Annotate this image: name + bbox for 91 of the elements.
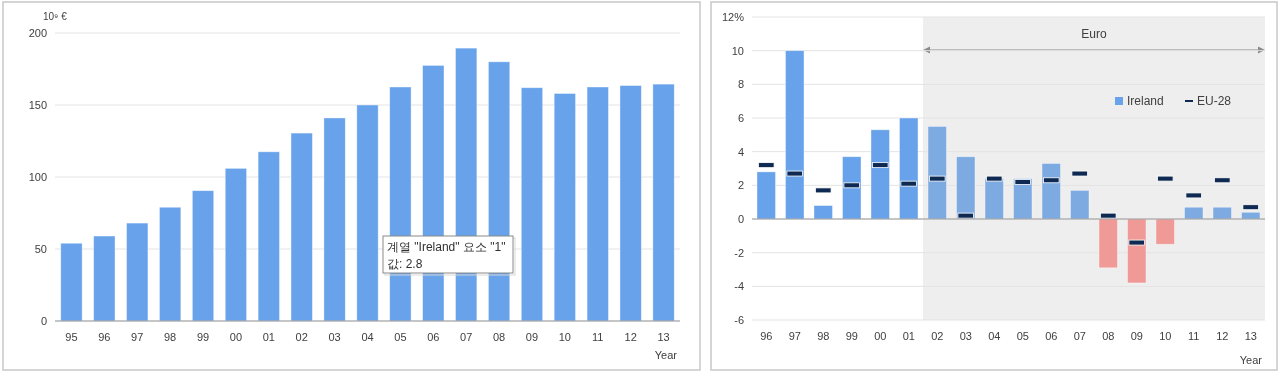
x-tick-label: 09 bbox=[525, 331, 539, 343]
x-tick-label: 04 bbox=[361, 331, 374, 343]
x-tick-label: 13 bbox=[657, 331, 670, 343]
bar bbox=[290, 132, 313, 322]
bar bbox=[813, 205, 833, 220]
legend-label: Ireland bbox=[1127, 94, 1164, 108]
bar bbox=[1041, 163, 1061, 220]
y-tick-label: -4 bbox=[734, 280, 744, 293]
bar bbox=[899, 117, 919, 220]
y-tick-label: 150 bbox=[28, 99, 47, 111]
y-tick-label: 12% bbox=[721, 11, 745, 23]
annotation: 계열 "Ireland" 요소 "1" bbox=[387, 240, 506, 254]
x-tick-label: 96 bbox=[760, 330, 773, 342]
bar bbox=[93, 235, 116, 322]
bar bbox=[1212, 206, 1232, 220]
x-tick-label: 12 bbox=[624, 331, 637, 343]
bar bbox=[553, 93, 576, 322]
x-tick-label: 98 bbox=[817, 330, 830, 342]
bar bbox=[927, 126, 947, 220]
x-tick-label: 04 bbox=[988, 330, 1001, 342]
x-tick-label: 13 bbox=[1244, 330, 1257, 342]
legend-label: EU-28 bbox=[1197, 94, 1232, 108]
x-tick-label: 07 bbox=[1073, 330, 1086, 342]
y-tick-label: 2 bbox=[737, 179, 744, 192]
x-tick-label: 03 bbox=[328, 331, 341, 343]
x-tick-label: 11 bbox=[592, 331, 604, 343]
x-tick-label: 05 bbox=[1016, 330, 1029, 342]
bar bbox=[1098, 218, 1118, 269]
bar bbox=[870, 129, 890, 220]
y-tick-label: 100 bbox=[28, 171, 47, 183]
x-tick-label: 99 bbox=[845, 330, 858, 342]
y-tick-label: 4 bbox=[737, 145, 744, 158]
y-tick-label: -6 bbox=[734, 314, 744, 326]
x-tick-label: 97 bbox=[788, 330, 801, 342]
y-tick-label: -2 bbox=[734, 246, 744, 259]
bar bbox=[984, 178, 1004, 220]
y-tick-label: 8 bbox=[737, 78, 744, 91]
x-tick-label: 98 bbox=[164, 331, 177, 343]
x-tick-label: 00 bbox=[229, 331, 243, 343]
x-tick-label: 96 bbox=[98, 331, 111, 343]
bar bbox=[191, 190, 215, 322]
x-axis-title: Year bbox=[654, 349, 678, 361]
bar bbox=[1070, 189, 1090, 220]
bar bbox=[323, 117, 346, 322]
bar bbox=[224, 167, 248, 322]
x-tick-label: 06 bbox=[1045, 330, 1058, 342]
bar bbox=[1155, 218, 1175, 245]
bar bbox=[756, 171, 776, 220]
x-tick-label: 00 bbox=[874, 330, 887, 342]
x-tick-label: 10 bbox=[558, 331, 571, 343]
bar bbox=[842, 156, 862, 220]
x-tick-label: 05 bbox=[394, 331, 407, 343]
bar bbox=[785, 50, 805, 220]
x-tick-label: 99 bbox=[196, 331, 210, 343]
bar bbox=[586, 86, 609, 322]
x-tick-label: 01 bbox=[262, 331, 275, 343]
bar bbox=[520, 87, 544, 322]
x-tick-label: 11 bbox=[1188, 330, 1200, 342]
x-tick-label: 02 bbox=[931, 330, 944, 342]
x-tick-label: 07 bbox=[460, 331, 473, 343]
x-tick-label: 06 bbox=[427, 331, 440, 343]
x-tick-label: 08 bbox=[1102, 330, 1115, 342]
bar bbox=[652, 83, 675, 322]
y-tick-label: 6 bbox=[737, 112, 744, 124]
x-tick-label: 10 bbox=[1159, 330, 1172, 342]
y-tick-label: 200 bbox=[28, 27, 47, 39]
band-label: Euro bbox=[1081, 27, 1107, 41]
x-tick-label: 09 bbox=[1130, 330, 1143, 342]
x-axis-title: Year bbox=[1239, 354, 1263, 366]
bar bbox=[257, 151, 280, 322]
y-tick-label: 50 bbox=[34, 243, 47, 255]
y-tick-label: 0 bbox=[40, 315, 47, 327]
x-tick-label: 12 bbox=[1216, 330, 1229, 342]
annotation: 값: 2.8 bbox=[387, 257, 423, 271]
x-tick-label: 08 bbox=[492, 331, 506, 343]
x-tick-label: 01 bbox=[902, 330, 915, 342]
x-tick-label: 03 bbox=[959, 330, 972, 342]
bar bbox=[356, 104, 379, 322]
y-tick-label: 10 bbox=[731, 44, 744, 57]
x-tick-label: 02 bbox=[295, 331, 308, 343]
x-tick-label: 95 bbox=[65, 331, 78, 343]
bar bbox=[956, 156, 976, 220]
bar bbox=[60, 242, 83, 322]
x-tick-label: 97 bbox=[131, 331, 144, 343]
y-tick-label: 0 bbox=[737, 213, 744, 225]
bar bbox=[126, 222, 149, 322]
bar bbox=[1127, 218, 1147, 284]
bar bbox=[1184, 206, 1204, 220]
bar bbox=[159, 206, 182, 322]
bar bbox=[619, 85, 642, 322]
y-axis-title: 10⁹ € bbox=[43, 11, 68, 22]
